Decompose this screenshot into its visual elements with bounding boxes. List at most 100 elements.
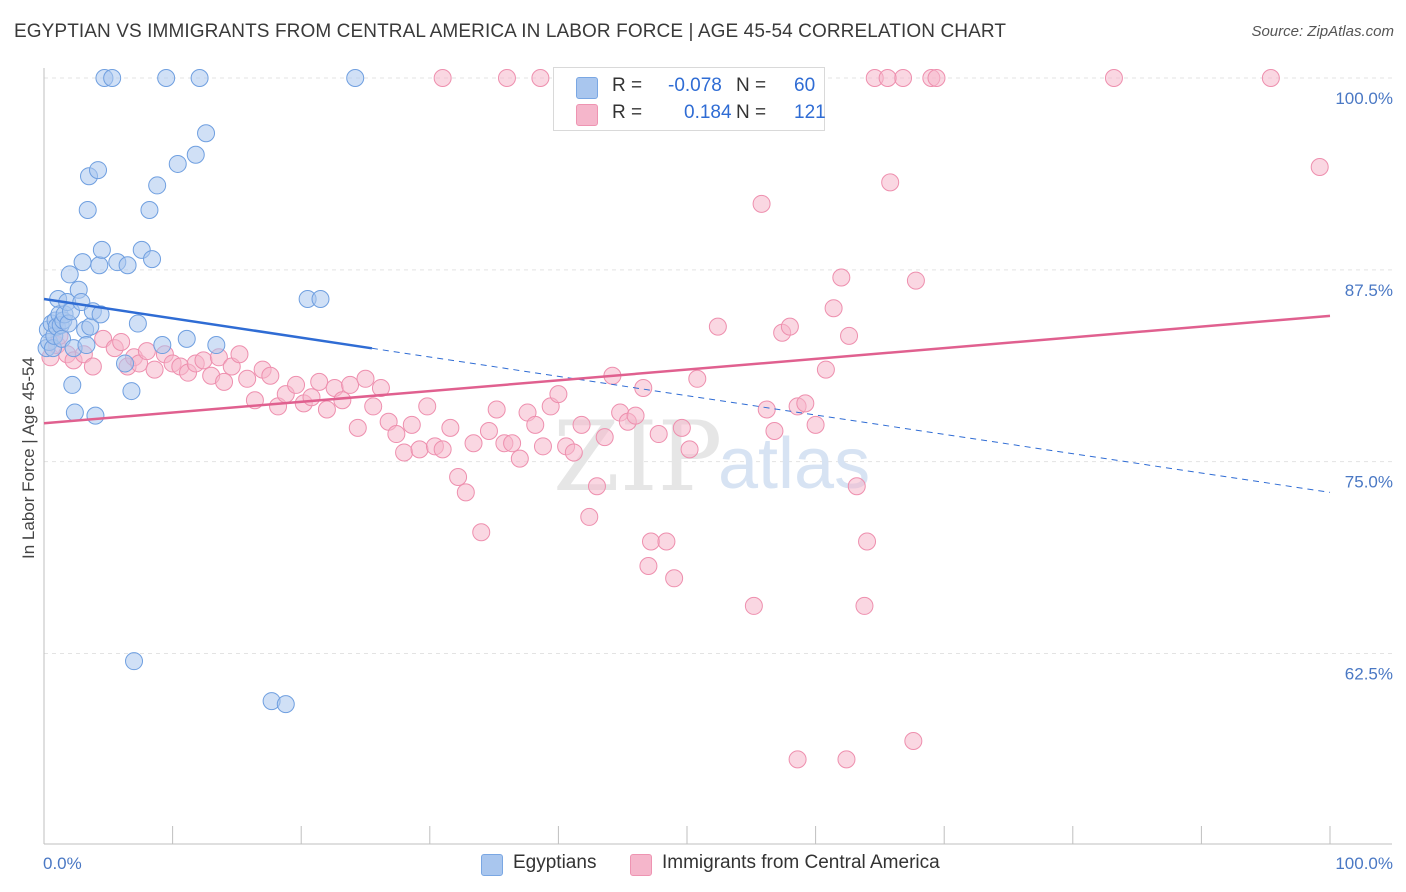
central-america-point: [626, 406, 645, 425]
central-america-point: [510, 449, 529, 468]
legend-r-value: 0.184: [684, 102, 732, 123]
central-america-point: [595, 428, 614, 447]
central-america-point: [333, 391, 352, 410]
central-america-point: [572, 415, 591, 434]
central-america-point: [433, 440, 452, 459]
central-america-point: [788, 750, 807, 769]
watermark-atlas: atlas: [718, 424, 870, 504]
egyptians-point: [128, 314, 147, 333]
legend-r-value: -0.078: [668, 75, 722, 96]
central-america-point: [840, 326, 859, 345]
central-america-point: [752, 194, 771, 213]
central-america-point: [639, 557, 658, 576]
central-america-point: [533, 437, 552, 456]
central-america-point: [665, 569, 684, 588]
central-america-point: [881, 173, 900, 192]
central-america-point: [418, 397, 437, 416]
source-label: Source: ZipAtlas.com: [1251, 23, 1394, 40]
central-america-point: [238, 369, 257, 388]
central-america-point: [387, 425, 406, 444]
central-america-point: [744, 596, 763, 615]
central-america-point: [503, 434, 522, 453]
central-america-point: [261, 366, 280, 385]
egyptians-point: [276, 695, 295, 714]
chart-title: EGYPTIAN VS IMMIGRANTS FROM CENTRAL AMER…: [14, 21, 1007, 42]
egyptians-point: [91, 305, 110, 324]
egyptians-point: [73, 253, 92, 272]
central-america-point: [855, 596, 874, 615]
egyptians-trend-extension: [371, 347, 1331, 493]
central-america-point: [364, 397, 383, 416]
central-america-point: [341, 375, 360, 394]
central-america-point: [796, 394, 815, 413]
egyptians-point: [116, 354, 135, 373]
watermark: ZIP atlas: [553, 401, 870, 513]
central-america-point: [310, 372, 329, 391]
central-america-trend-line: [43, 314, 1331, 425]
central-america-point: [472, 523, 491, 542]
egyptians-point: [346, 69, 365, 87]
egyptians-point: [122, 382, 141, 401]
central-america-point: [580, 507, 599, 526]
central-america-point: [587, 477, 606, 496]
egyptians-point: [168, 154, 187, 173]
correlation-legend: R = -0.078 N = 60 R = 0.184 N = 121: [553, 67, 826, 131]
central-america-point: [780, 317, 799, 336]
central-america-point: [1104, 69, 1123, 87]
central-america-point: [479, 421, 498, 440]
egyptians-point: [118, 256, 137, 275]
tick-labels: 62.5% 75.0% 87.5% 100.0%: [1335, 89, 1393, 684]
x-tick-label-min: 0.0%: [43, 854, 82, 873]
central-america-point: [145, 360, 164, 379]
central-america-point: [395, 443, 414, 462]
central-america-point: [927, 69, 946, 87]
x-tick-label-max: 100.0%: [1335, 854, 1393, 873]
central-america-point: [287, 375, 306, 394]
central-america-point: [230, 345, 249, 364]
trend-lines: [43, 297, 1331, 493]
central-america-point: [526, 415, 545, 434]
central-america-point: [348, 418, 367, 437]
central-america-point: [441, 418, 460, 437]
egyptians-trend-line: [43, 297, 373, 350]
bottom-legend-swatch-central-america: [630, 854, 652, 876]
egyptians-point: [140, 200, 159, 219]
legend-n-value: 60: [794, 75, 816, 96]
egyptians-point: [197, 124, 216, 143]
legend-swatch-egyptians: [576, 77, 598, 99]
central-america-point: [816, 360, 835, 379]
central-america-point: [531, 69, 550, 87]
central-america-point: [1261, 69, 1280, 87]
egyptians-point: [60, 265, 79, 284]
legend-swatch-central-america: [576, 104, 598, 126]
central-america-point: [83, 357, 102, 376]
central-america-point: [456, 483, 475, 502]
central-america-point: [904, 731, 923, 750]
y-tick-label: 62.5%: [1345, 665, 1393, 684]
central-america-point: [837, 750, 856, 769]
central-america-point: [549, 385, 568, 404]
egyptians-point: [157, 69, 176, 87]
egyptians-point: [90, 256, 109, 275]
egyptians-point: [86, 406, 105, 425]
egyptians-point: [177, 329, 196, 348]
egyptians-point: [207, 336, 226, 355]
central-america-point: [137, 342, 156, 361]
egyptians-point: [77, 336, 96, 355]
central-america-point: [894, 69, 913, 87]
axes: [43, 68, 1392, 845]
egyptians-point: [186, 145, 205, 164]
central-america-point: [806, 415, 825, 434]
central-america-point: [858, 532, 877, 551]
central-america-point: [824, 299, 843, 318]
egyptians-point: [125, 652, 144, 671]
central-america-point: [410, 440, 429, 459]
egyptians-point: [153, 336, 172, 355]
central-america-point: [878, 69, 897, 87]
central-america-point: [906, 271, 925, 290]
central-america-point: [680, 440, 699, 459]
central-america-point: [564, 443, 583, 462]
central-america-point: [487, 400, 506, 419]
central-america-point: [302, 388, 321, 407]
